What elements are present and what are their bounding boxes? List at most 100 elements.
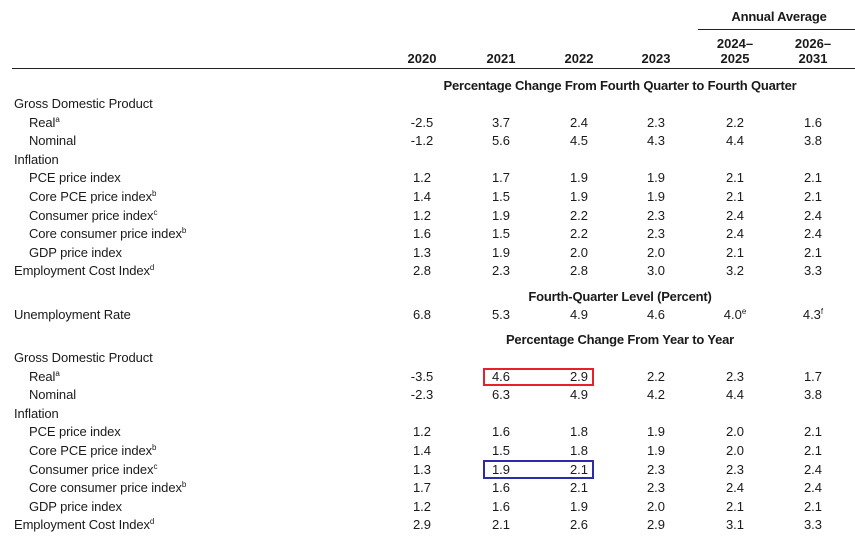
table-cell: 1.9 bbox=[646, 189, 666, 204]
table-row: Nominal -2.3 6.3 4.9 4.2 4.4 3.8 bbox=[0, 386, 855, 404]
table-cell: 2.2 bbox=[569, 226, 589, 242]
table-row: Core consumer price indexb 1.6 1.5 2.2 2.3 2.… bbox=[0, 225, 855, 243]
table-cell: 1.7 bbox=[412, 480, 432, 496]
table-cell: 2.9 bbox=[569, 368, 589, 384]
footnote-marker: b bbox=[152, 189, 157, 198]
table-cell: 2.0 bbox=[646, 498, 666, 514]
row-label: Consumer price indexc bbox=[29, 207, 158, 223]
table-cell: 2.1 bbox=[569, 461, 589, 477]
table-cell: 1.6 bbox=[491, 424, 511, 440]
table-cell: 2.3 bbox=[646, 480, 666, 496]
table-cell: 2.0 bbox=[725, 424, 745, 440]
table-cell: 2.1 bbox=[725, 189, 745, 204]
table-row: Nominal -1.2 5.6 4.5 4.3 4.4 3.8 bbox=[0, 132, 855, 150]
annual-average-header: Annual Average bbox=[731, 9, 827, 24]
row-label: Employment Cost Indexd bbox=[14, 263, 155, 279]
red-highlight-box bbox=[483, 368, 594, 386]
table-cell: 2.1 bbox=[725, 498, 745, 514]
table-cell: 2.4 bbox=[803, 226, 823, 242]
table-row: Core consumer price indexb 1.7 1.6 2.1 2.3 2.… bbox=[0, 479, 855, 497]
column-header: 2024– 2025 bbox=[716, 36, 754, 66]
table-cell: 2.3 bbox=[646, 114, 666, 130]
table-cell: 2.3 bbox=[725, 461, 745, 477]
table-cell: 2.9 bbox=[412, 517, 432, 533]
section-title: Percentage Change From Fourth Quarter to… bbox=[443, 78, 797, 93]
table-cell: 3.3 bbox=[803, 517, 823, 533]
row-label: Core PCE price indexb bbox=[29, 443, 157, 458]
row-label: Unemployment Rate bbox=[14, 307, 131, 322]
footnote-marker: e bbox=[741, 307, 747, 316]
blue-highlight-box bbox=[483, 460, 594, 479]
row-label: GDP price index bbox=[29, 244, 122, 260]
table-cell: 2.8 bbox=[412, 263, 432, 279]
row-label: Nominal bbox=[29, 133, 76, 149]
footnote-marker: d bbox=[149, 263, 155, 273]
table-cell: 1.5 bbox=[491, 443, 511, 458]
table-cell: 4.6 bbox=[646, 307, 666, 322]
table-cell: 2.4 bbox=[725, 480, 745, 496]
table-row: Consumer price indexc 1.2 1.9 2.2 2.3 2.4 2.4 bbox=[0, 207, 855, 225]
table-cell: 2.3 bbox=[491, 263, 511, 279]
row-label: Gross Domestic Product bbox=[14, 96, 153, 111]
table-cell: 1.9 bbox=[491, 461, 511, 477]
table-cell: 1.2 bbox=[412, 170, 432, 186]
table-cell: 2.1 bbox=[803, 443, 823, 458]
annual-average-rule bbox=[698, 29, 855, 30]
footnote-marker: d bbox=[149, 517, 155, 527]
table-cell: 4.9 bbox=[569, 387, 589, 403]
table-cell: 3.1 bbox=[725, 517, 745, 533]
table-row: Reala -2.5 3.7 2.4 2.3 2.2 1.6 bbox=[0, 114, 855, 132]
table-row: Inflation bbox=[0, 151, 855, 169]
table-cell: 2.4 bbox=[803, 461, 823, 477]
footnote-marker: f bbox=[820, 307, 824, 316]
table-row: Gross Domestic Product bbox=[0, 95, 855, 113]
table-cell: 2.4 bbox=[803, 480, 823, 496]
table-cell: 4.3f bbox=[802, 307, 824, 322]
table-cell: 2.1 bbox=[569, 480, 589, 496]
table-cell: -3.5 bbox=[410, 368, 434, 384]
table-cell: 2.4 bbox=[725, 226, 745, 242]
table-cell: 1.8 bbox=[569, 424, 589, 440]
table-cell: 1.5 bbox=[491, 189, 511, 204]
table-row: PCE price index 1.2 1.6 1.8 1.9 2.0 2.1 bbox=[0, 423, 855, 441]
column-header: 2020 bbox=[407, 51, 437, 66]
footnote-marker: b bbox=[181, 226, 187, 236]
table-cell: 2.3 bbox=[725, 368, 745, 384]
section-title: Percentage Change From Year to Year bbox=[505, 332, 735, 347]
table-cell: 2.4 bbox=[803, 207, 823, 223]
footnote-marker: b bbox=[152, 443, 157, 452]
table-row: Core PCE price indexb 1.4 1.5 1.9 1.9 2.1 2.1 bbox=[0, 188, 855, 206]
table-row: Core PCE price indexb 1.4 1.5 1.8 1.9 2.0 2.1 bbox=[0, 442, 855, 460]
table-cell: 3.2 bbox=[725, 263, 745, 279]
table-row: PCE price index 1.2 1.7 1.9 1.9 2.1 2.1 bbox=[0, 169, 855, 187]
table-cell: 2.1 bbox=[803, 189, 823, 204]
table-row: Inflation bbox=[0, 405, 855, 423]
table-cell: 1.5 bbox=[491, 226, 511, 242]
footnote-marker: c bbox=[153, 207, 158, 217]
table-cell: 2.6 bbox=[569, 517, 589, 533]
row-label: PCE price index bbox=[29, 170, 121, 186]
table-cell: 1.9 bbox=[569, 170, 589, 186]
table-cell: 1.4 bbox=[412, 189, 432, 204]
table-cell: 4.0e bbox=[723, 307, 747, 322]
table-cell: 2.1 bbox=[803, 170, 823, 186]
row-label: Core consumer price indexb bbox=[29, 226, 187, 242]
table-cell: 1.6 bbox=[491, 480, 511, 496]
table-cell: 4.9 bbox=[569, 307, 589, 322]
row-label: GDP price index bbox=[29, 498, 122, 514]
row-label: Core PCE price indexb bbox=[29, 189, 157, 204]
table-row: GDP price index 1.2 1.6 1.9 2.0 2.1 2.1 bbox=[0, 498, 855, 516]
table-cell: 6.8 bbox=[412, 307, 432, 322]
table-cell: 1.2 bbox=[412, 424, 432, 440]
table-cell: 1.9 bbox=[646, 424, 666, 440]
table-cell: 1.8 bbox=[569, 443, 589, 458]
table-row: GDP price index 1.3 1.9 2.0 2.0 2.1 2.1 bbox=[0, 244, 855, 262]
footnote-marker: c bbox=[153, 461, 158, 471]
table-cell: 1.3 bbox=[412, 461, 432, 477]
table-cell: 2.0 bbox=[569, 244, 589, 260]
table-cell: -1.2 bbox=[410, 133, 434, 149]
table-cell: 2.2 bbox=[569, 207, 589, 223]
table-cell: 1.3 bbox=[412, 244, 432, 260]
table-row: Consumer price indexc 1.3 1.9 2.1 2.3 2.3 2.4 bbox=[0, 461, 855, 479]
